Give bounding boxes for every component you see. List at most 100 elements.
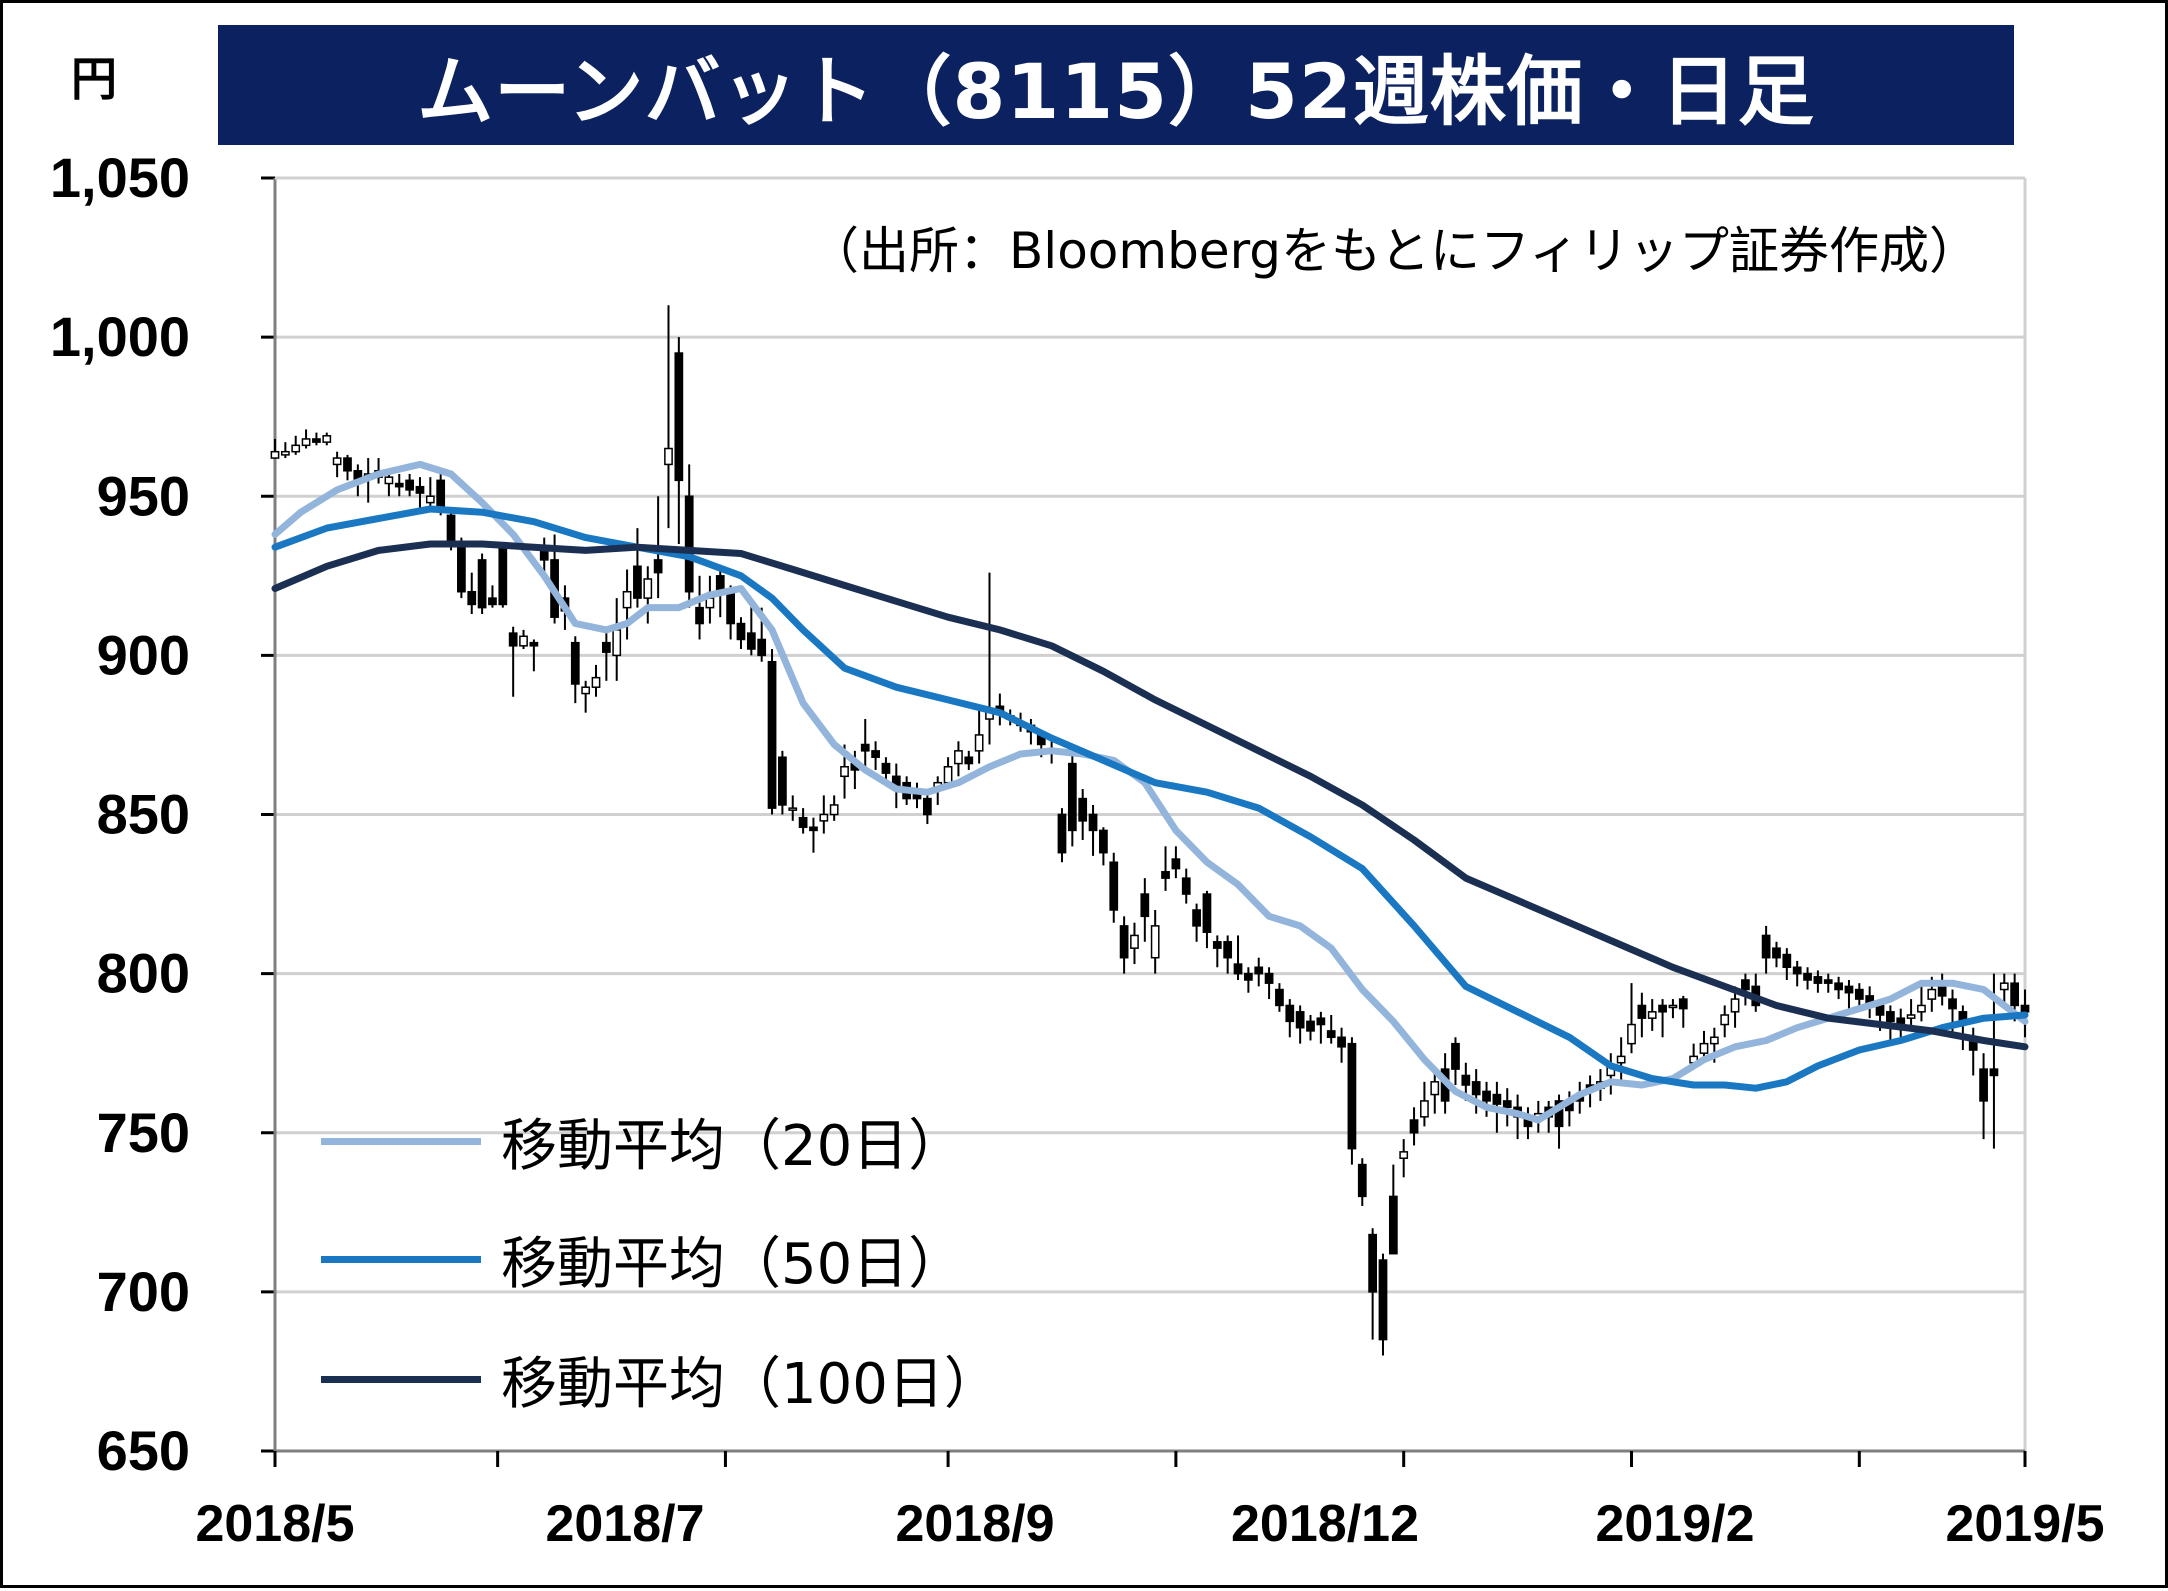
candle-body <box>1616 1055 1626 1064</box>
candle-body <box>394 482 404 488</box>
candle-body <box>1378 1259 1388 1341</box>
candle-body <box>881 762 891 774</box>
candle-body <box>1782 953 1792 969</box>
candle-body <box>943 766 953 784</box>
candle-body <box>860 743 870 752</box>
legend-swatch-ma100 <box>321 1376 481 1383</box>
candle-body <box>1637 1004 1647 1019</box>
candle-body <box>1492 1093 1502 1105</box>
candle-body <box>1658 1004 1667 1013</box>
candle-body <box>1471 1081 1481 1096</box>
candle-body <box>581 686 591 695</box>
candle-body <box>1720 1014 1730 1026</box>
candle-body <box>488 597 497 606</box>
candle-body <box>1316 1017 1326 1026</box>
source-note: （出所：Bloombergをもとにフィリップ証券作成） <box>809 222 1979 280</box>
candle-body <box>1140 893 1150 918</box>
y-tick-label: 1,000 <box>50 305 190 368</box>
chart-title: ムーンバット（8115）52週株価・日足 <box>417 47 1815 136</box>
candle-body <box>1109 861 1119 911</box>
candle-body <box>1161 871 1170 879</box>
candle-body <box>1399 1151 1409 1159</box>
candle-body <box>684 495 694 593</box>
legend-label-ma50: 移動平均（50日） <box>501 1232 965 1297</box>
candle-body <box>1357 1163 1367 1198</box>
x-tick-label: 2019/5 <box>1945 1495 2104 1553</box>
candle-body <box>1388 1195 1398 1255</box>
candle-body <box>809 826 818 832</box>
candle-body <box>726 590 735 625</box>
candle-body <box>1886 1011 1895 1023</box>
x-tick-label: 2018/12 <box>1231 1495 1419 1553</box>
candle-body <box>1668 1004 1678 1009</box>
candle-body <box>446 514 456 545</box>
candle-body <box>1368 1233 1378 1293</box>
candle-body <box>767 660 777 809</box>
candle-body <box>1699 1042 1709 1054</box>
y-tick-label: 750 <box>97 1101 190 1164</box>
candle-body <box>653 559 663 574</box>
candle-body <box>664 447 673 466</box>
candle-body <box>291 444 301 453</box>
candle-body <box>457 543 466 593</box>
candle-body <box>1181 877 1191 895</box>
candle-body <box>1834 982 1843 991</box>
candle-body <box>1906 1014 1916 1019</box>
candle-body <box>622 590 632 609</box>
candle-body <box>467 590 477 606</box>
candle-body <box>1844 985 1854 994</box>
candle-body <box>498 546 508 606</box>
y-tick-label: 650 <box>97 1419 190 1482</box>
candle-body <box>301 438 311 447</box>
candle-body <box>1989 1068 1999 1077</box>
x-tick-label: 2019/2 <box>1595 1495 1754 1553</box>
legend-ma20: 移動平均（20日） <box>321 1101 964 1182</box>
y-tick-label: 1,050 <box>50 146 190 209</box>
candle-body <box>1979 1068 1988 1102</box>
y-tick-label: 850 <box>97 783 190 846</box>
candle-body <box>1192 909 1201 927</box>
series-line-ma100 <box>271 540 2029 1051</box>
candle-body <box>1709 1036 1719 1045</box>
candle-body <box>1420 1100 1429 1118</box>
candle-body <box>1554 1100 1564 1128</box>
candle-body <box>871 750 880 758</box>
candle-body <box>1119 925 1129 959</box>
candle-body <box>270 450 280 459</box>
candle-body <box>819 813 829 822</box>
candle-body <box>1678 998 1688 1010</box>
candle-body <box>1803 972 1812 981</box>
candle-body <box>1212 941 1222 949</box>
candle-body <box>1917 1004 1926 1013</box>
y-tick-label: 950 <box>97 464 190 527</box>
candle-body <box>736 622 746 641</box>
candle-body <box>798 816 808 828</box>
candle-body <box>1088 813 1098 832</box>
candle-body <box>570 641 580 685</box>
x-tick-label: 2018/9 <box>895 1495 1054 1553</box>
candle-body <box>322 435 332 443</box>
legend-label-ma100: 移動平均（100日） <box>501 1352 1000 1417</box>
candle-body <box>1409 1119 1419 1134</box>
candle-body <box>633 565 642 599</box>
candle-body <box>788 807 798 811</box>
candle-body <box>695 606 704 625</box>
candle-body <box>1937 985 1947 997</box>
x-tick-label: 2018/5 <box>195 1495 354 1553</box>
y-tick-label: 900 <box>97 623 190 686</box>
candle-body <box>964 756 974 765</box>
candle-body <box>1854 988 1864 1000</box>
candle-body <box>1730 998 1740 1013</box>
x-tick-label: 2018/7 <box>545 1495 704 1553</box>
candle-body <box>1451 1042 1460 1070</box>
candle-body <box>1326 1030 1336 1039</box>
candle-body <box>746 632 756 650</box>
candle-body <box>1067 762 1077 832</box>
title-bar: ムーンバット（8115）52週株価・日足 <box>218 25 2014 145</box>
candle-body <box>312 438 321 443</box>
candle-body <box>1337 1036 1346 1048</box>
legend-swatch-ma50 <box>321 1256 481 1263</box>
candle-body <box>974 734 984 752</box>
candle-body <box>1792 966 1802 975</box>
